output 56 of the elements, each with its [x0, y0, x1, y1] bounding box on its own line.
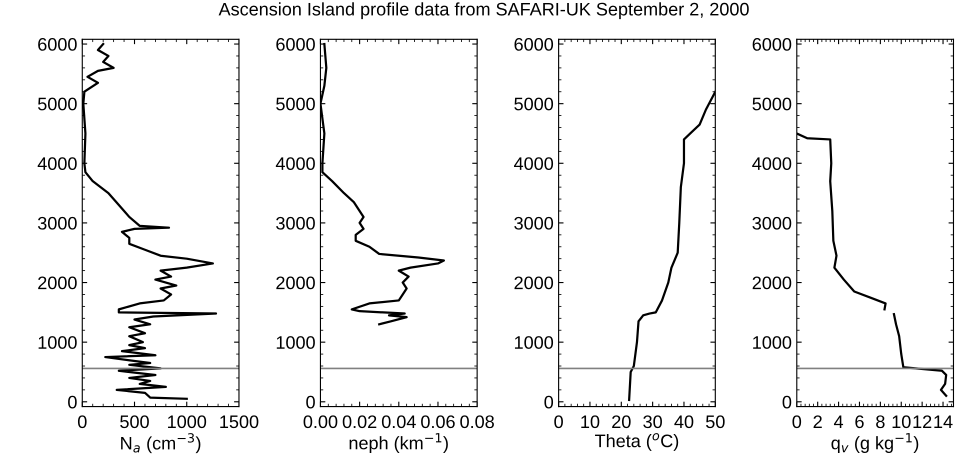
- text: Ascension Island profile data from SAFARI-UK September 2, 2000: [218, 2, 749, 20]
- x-tick-label: 10: [581, 415, 600, 428]
- x-axis-title: Theta ($^{o}$C): [595, 433, 678, 451]
- y-tick-label: 1000: [514, 336, 554, 349]
- y-tick-label: 2000: [514, 276, 554, 290]
- x-tick-label: 4: [834, 416, 844, 428]
- y-tick-label: 2000: [752, 276, 792, 290]
- x-tick-label: 14: [934, 416, 953, 428]
- y-tick-label: 5000: [514, 98, 554, 110]
- y-tick-label: 5000: [38, 98, 77, 110]
- x-tick-label: 0.04: [382, 415, 416, 428]
- y-tick-label: 3000: [38, 216, 77, 230]
- y-tick-label: 2000: [276, 276, 315, 290]
- x-tick-label: 40: [674, 415, 694, 428]
- x-tick-label: 8: [876, 415, 885, 428]
- x-tick-label: 0.02: [342, 415, 376, 428]
- y-tick-label: 4000: [514, 157, 554, 170]
- x-tick-label: 50: [706, 415, 725, 428]
- y-tick-label: 6000: [38, 38, 77, 51]
- y-tick-label: 6000: [752, 38, 792, 51]
- y-tick-label: 3000: [276, 216, 315, 230]
- x-tick-label: 0: [78, 415, 87, 428]
- y-tick-label: 6000: [514, 38, 554, 51]
- y-tick-label: 1000: [276, 336, 315, 349]
- y-tick-label: 3000: [752, 216, 792, 230]
- y-tick-label: 5000: [752, 98, 792, 110]
- x-axis-title: N$_{a}$ (cm$^{−3}$): [121, 433, 200, 454]
- x-tick-label: 1000: [168, 415, 206, 428]
- x-tick-label: 6: [855, 415, 864, 428]
- y-tick-label: 0: [306, 396, 315, 409]
- y-tick-label: 0: [782, 396, 792, 409]
- x-tick-label: 0: [554, 415, 563, 428]
- y-tick-label: 4000: [38, 157, 77, 170]
- y-tick-label: 4000: [752, 157, 792, 170]
- x-tick-label: 500: [120, 415, 149, 428]
- x-tick-label: 2: [814, 415, 822, 428]
- y-tick-label: 4000: [276, 157, 315, 170]
- x-tick-label: 12: [913, 415, 932, 428]
- x-tick-label: 0.00: [304, 415, 338, 428]
- x-tick-label: 0.08: [460, 415, 494, 428]
- x-tick-label: 30: [643, 415, 662, 428]
- x-tick-label: 1500: [220, 415, 258, 428]
- y-tick-label: 2000: [38, 276, 77, 290]
- x-tick-label: 20: [612, 415, 631, 428]
- y-tick-label: 1000: [753, 336, 792, 349]
- y-tick-label: 5000: [276, 98, 315, 110]
- x-tick-label: 0.06: [421, 415, 455, 428]
- y-tick-label: 6000: [276, 38, 315, 51]
- x-tick-label: 0: [792, 415, 802, 428]
- x-axis-title: q$_{v}$ (g kg$^{−1}$): [831, 433, 918, 453]
- x-tick-label: 10: [892, 415, 911, 428]
- x-axis-title: neph (km$^{−1}$): [350, 433, 448, 453]
- y-tick-label: 1000: [38, 336, 77, 349]
- y-tick-label: 3000: [514, 216, 554, 230]
- y-tick-label: 0: [68, 396, 77, 409]
- y-tick-label: 0: [544, 396, 554, 409]
